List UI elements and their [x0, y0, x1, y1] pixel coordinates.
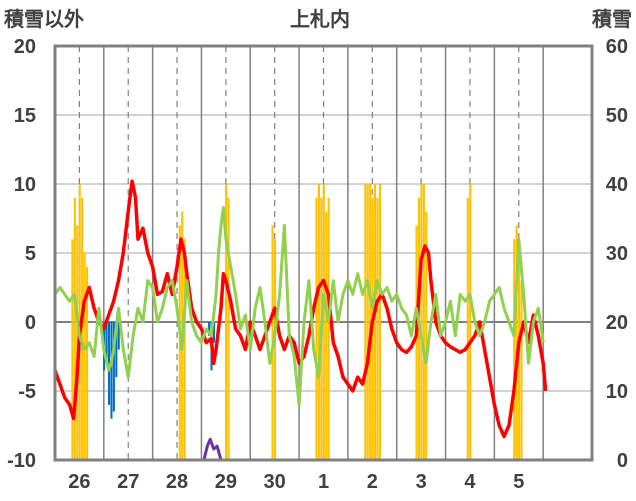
series-line	[55, 437, 592, 462]
left-tick-label: -10	[7, 450, 36, 472]
bar	[73, 197, 76, 461]
left-axis-label: 積雪以外	[4, 7, 84, 31]
x-tick-label: 30	[264, 471, 286, 493]
right-tick-label: 0	[617, 450, 628, 472]
bar	[81, 197, 84, 461]
right-tick-label: 50	[606, 105, 628, 127]
bar	[212, 322, 215, 343]
bar	[374, 184, 377, 460]
x-tick-label: 27	[117, 471, 139, 493]
series-line	[53, 206, 545, 407]
right-tick-label: 30	[606, 243, 628, 265]
left-tick-label: -5	[18, 381, 36, 403]
chart-labels: -10 -5 0 5 10 15 20 0 10 20 30 40 50 60 26 27 28 29 30 1 2 3 4…	[7, 36, 628, 493]
bar	[422, 184, 425, 460]
bar	[227, 197, 230, 461]
bar	[425, 211, 428, 460]
bar	[364, 184, 367, 460]
plot-border	[53, 44, 594, 462]
bar	[322, 184, 325, 460]
bar	[317, 184, 320, 460]
bar	[83, 253, 86, 460]
bar	[466, 197, 469, 461]
left-tick-label: 0	[25, 312, 36, 334]
x-tick-label: 5	[513, 471, 524, 493]
chart-lines	[53, 179, 592, 462]
bar	[225, 184, 228, 460]
series-line	[53, 179, 548, 439]
right-tick-label: 40	[606, 174, 628, 196]
bar	[469, 184, 472, 460]
bar	[315, 197, 318, 461]
bar	[513, 239, 516, 460]
left-tick-label: 20	[14, 36, 36, 58]
bar	[105, 322, 108, 364]
bar	[183, 239, 186, 460]
bar	[325, 211, 328, 460]
chart-title: 上札内	[290, 7, 350, 31]
x-tick-label: 2	[367, 471, 378, 493]
x-tick-label: 28	[166, 471, 188, 493]
bar	[415, 225, 418, 460]
bar	[85, 266, 89, 460]
bar	[110, 322, 113, 419]
x-tick-label: 1	[318, 471, 329, 493]
x-tick-label: 4	[464, 471, 476, 493]
bar	[369, 184, 372, 460]
x-tick-label: 26	[68, 471, 90, 493]
bar	[366, 184, 369, 460]
bar	[273, 239, 277, 460]
x-tick-label: 3	[416, 471, 427, 493]
bar	[208, 322, 211, 336]
bar	[71, 239, 74, 460]
x-tick-label: 29	[215, 471, 237, 493]
bar	[112, 322, 115, 412]
bar	[515, 225, 518, 460]
bar	[378, 184, 381, 460]
left-tick-label: 15	[14, 105, 36, 127]
right-tick-label: 60	[606, 36, 628, 58]
left-tick-label: 10	[14, 174, 36, 196]
bar	[107, 322, 111, 405]
right-tick-label: 10	[606, 381, 628, 403]
left-tick-label: 5	[25, 243, 36, 265]
bar	[115, 322, 118, 378]
bar	[520, 280, 523, 460]
bar	[420, 184, 423, 460]
bar	[376, 197, 379, 461]
bar	[117, 322, 120, 350]
bar	[327, 197, 330, 461]
right-tick-label: 20	[606, 312, 628, 334]
right-axis-label: 積雪	[592, 8, 632, 31]
